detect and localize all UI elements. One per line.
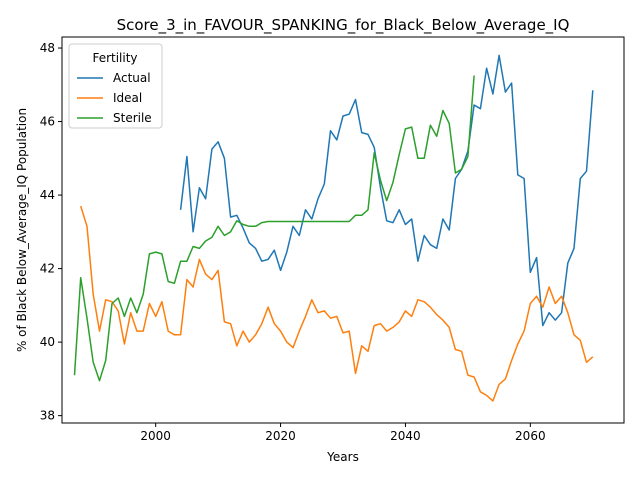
y-axis: 38 40 42 44 46 48 [40, 41, 62, 423]
y-tick-label: 46 [40, 115, 55, 129]
y-axis-label: % of Black Below_Average_IQ Population [15, 108, 29, 352]
x-tick-label: 2040 [390, 429, 421, 443]
x-axis-label: Years [326, 450, 359, 464]
x-axis: 2000 2020 2040 2060 [140, 423, 546, 443]
x-tick-label: 2020 [265, 429, 296, 443]
y-tick-label: 44 [40, 188, 55, 202]
series-lines [73, 54, 594, 402]
plot-frame [61, 36, 625, 424]
x-tick-label: 2060 [515, 429, 546, 443]
y-tick-label: 42 [40, 262, 55, 276]
x-tick-label: 2000 [140, 429, 171, 443]
legend-label-actual: Actual [113, 71, 151, 85]
chart-title: Score_3_in_FAVOUR_SPANKING_for_Black_Bel… [117, 16, 570, 35]
series-line-actual [179, 54, 594, 327]
legend: Fertility Actual Ideal Sterile [68, 43, 163, 129]
legend-box [68, 43, 163, 129]
legend-label-sterile: Sterile [113, 111, 152, 125]
series-line-ideal [79, 205, 594, 402]
y-tick-label: 40 [40, 335, 55, 349]
y-tick-label: 38 [40, 409, 55, 423]
legend-title: Fertility [92, 51, 137, 65]
y-tick-label: 48 [40, 41, 55, 55]
series-line-sterile [73, 75, 475, 382]
legend-label-ideal: Ideal [113, 91, 142, 105]
